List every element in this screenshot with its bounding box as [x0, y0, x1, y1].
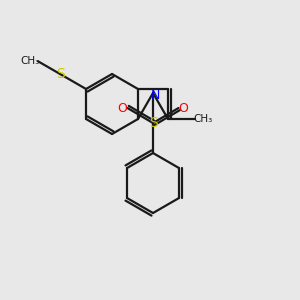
Text: S: S	[148, 116, 158, 130]
Text: O: O	[178, 101, 188, 115]
Text: O: O	[118, 101, 128, 115]
Text: N: N	[150, 88, 160, 101]
Text: CH₃: CH₃	[20, 56, 40, 66]
Text: S: S	[56, 67, 64, 81]
Text: CH₃: CH₃	[194, 114, 213, 124]
